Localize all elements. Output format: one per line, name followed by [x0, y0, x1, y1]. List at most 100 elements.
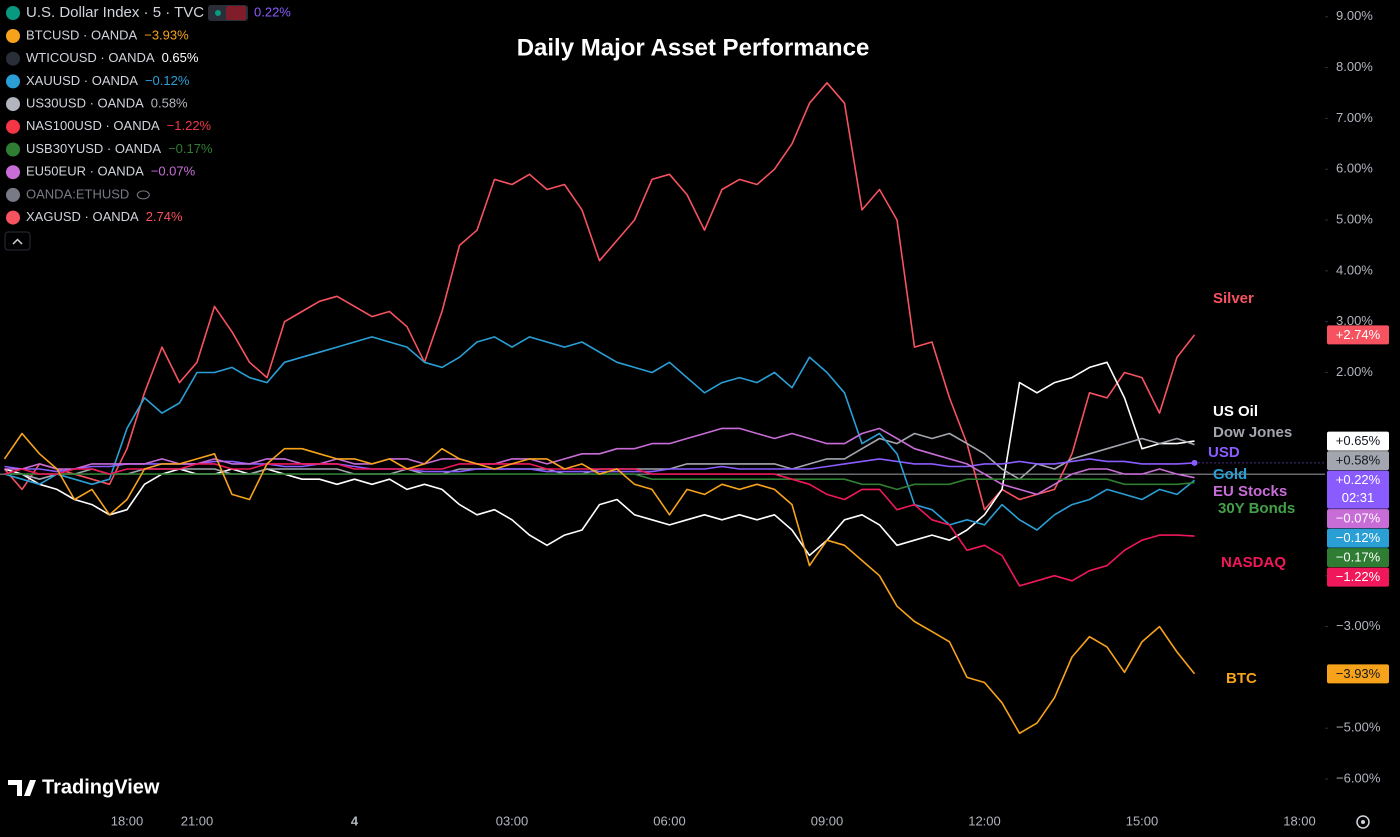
gear-icon[interactable]	[1356, 815, 1370, 829]
x-tick-label: 21:00	[181, 813, 214, 828]
price-tag	[1327, 567, 1389, 587]
legend-value: −0.12%	[145, 73, 190, 88]
legend-toggle[interactable]	[4, 231, 31, 251]
legend-value: −0.17%	[168, 141, 213, 156]
legend-symbol: US30USD · OANDA	[26, 96, 144, 111]
x-tick-label: 18:00	[111, 813, 144, 828]
x-tick-label: 15:00	[1126, 813, 1159, 828]
header-symbol: U.S. Dollar Index · 5 · TVC	[26, 4, 204, 21]
legend-symbol: NAS100USD · OANDA	[26, 118, 160, 133]
series-name: EU Stocks	[1213, 483, 1287, 500]
legend-icon	[6, 210, 20, 225]
legend-value: −3.93%	[144, 27, 189, 42]
y-tick-label: −3.00%	[1336, 618, 1381, 633]
chevron-icon	[12, 238, 23, 245]
legend-value: 0.58%	[151, 96, 188, 111]
price-tag-label: −3.93%	[1336, 666, 1381, 681]
x-tick-label: 18:00	[1283, 813, 1316, 828]
symbol-legend: U.S. Dollar Index · 5 · TVC 0.22% BTCUSD ·…	[6, 4, 291, 225]
legend-icon	[6, 51, 20, 66]
price-tag-label: −0.17%	[1336, 550, 1381, 565]
y-tick-label: 4.00%	[1336, 262, 1373, 277]
status-dot	[215, 10, 221, 16]
series-name: Silver	[1213, 290, 1254, 307]
legend-symbol: OANDA:ETHUSD	[26, 186, 129, 201]
last-point	[1191, 459, 1198, 466]
x-tick-label: 06:00	[653, 813, 686, 828]
watermark-logo: TradingView	[8, 776, 160, 798]
series-name: NASDAQ	[1221, 554, 1286, 571]
legend-value: −0.07%	[151, 164, 196, 179]
legend-value: 2.74%	[146, 209, 183, 224]
price-tag-label: −1.22%	[1336, 569, 1381, 584]
legend-value: −1.22%	[167, 118, 212, 133]
series-name: USD	[1208, 444, 1240, 461]
legend-symbol: XAGUSD · OANDA	[26, 209, 139, 224]
legend-icon	[6, 187, 20, 202]
gear-center	[1361, 820, 1365, 824]
price-tag	[1327, 548, 1389, 568]
price-tag-label: +0.65%	[1336, 433, 1381, 448]
price-tag	[1327, 664, 1389, 684]
series-line	[4, 458, 1195, 473]
y-tick-label: 6.00%	[1336, 161, 1373, 176]
legend-value: 0.65%	[162, 50, 199, 65]
legend-icon	[6, 29, 20, 43]
price-tag	[1327, 509, 1389, 529]
price-tag	[1327, 431, 1389, 451]
series-line	[3, 82, 1196, 511]
hidden-icon	[136, 190, 150, 200]
legend-symbol: USB30YUSD · OANDA	[26, 141, 161, 156]
series-name: US Oil	[1213, 403, 1258, 420]
watermark: TradingView	[42, 776, 160, 798]
legend-icon	[6, 119, 20, 134]
series-name: BTC	[1226, 670, 1257, 687]
y-tick-label: −5.00%	[1336, 720, 1381, 735]
series-name: Dow Jones	[1213, 424, 1292, 441]
legend-icon	[6, 97, 20, 112]
y-tick-label: −6.00%	[1336, 770, 1381, 785]
series-line	[4, 336, 1196, 531]
x-tick-label: 4	[351, 813, 359, 828]
chart-title: Daily Major Asset Performance	[517, 34, 870, 61]
price-tag	[1327, 528, 1389, 548]
legend-icon	[6, 74, 20, 89]
toggle-button[interactable]	[4, 231, 31, 251]
series-line	[4, 427, 1195, 496]
price-tag-label: +0.22%	[1336, 472, 1381, 487]
price-tag	[1327, 470, 1389, 509]
series-name: Gold	[1213, 466, 1247, 483]
x-tick-label: 12:00	[968, 813, 1001, 828]
legend-icon	[6, 142, 20, 157]
countdown: 02:31	[1342, 490, 1375, 505]
y-tick-label: 7.00%	[1336, 110, 1373, 125]
y-tick-label: 9.00%	[1336, 8, 1373, 23]
price-tag-label: −0.07%	[1336, 511, 1381, 526]
price-tag	[1327, 325, 1389, 345]
y-tick-label: 8.00%	[1336, 59, 1373, 74]
x-tick-label: 09:00	[811, 813, 844, 828]
status-badge-alert	[226, 6, 246, 20]
y-tick-label: 5.00%	[1336, 211, 1373, 226]
price-tag-label: +0.58%	[1336, 453, 1381, 468]
series-name: 30Y Bonds	[1218, 500, 1295, 517]
series-line	[3, 432, 1196, 735]
legend-symbol: EU50EUR · OANDA	[26, 164, 144, 179]
price-tag-label: −0.12%	[1336, 530, 1381, 545]
legend-symbol: XAUUSD · OANDA	[26, 73, 138, 88]
x-tick-label: 03:00	[496, 813, 529, 828]
y-tick-label: 2.00%	[1336, 364, 1373, 379]
y-tick-label: 3.00%	[1336, 313, 1373, 328]
price-tag-label: +2.74%	[1336, 327, 1381, 342]
header-value: 0.22%	[254, 4, 291, 19]
symbol-icon	[6, 6, 20, 20]
legend-icon	[6, 165, 20, 180]
price-tag	[1327, 451, 1389, 471]
legend-symbol: WTICOUSD · OANDA	[26, 50, 155, 65]
series-line	[4, 463, 1195, 587]
settings-button[interactable]	[1356, 815, 1370, 829]
logo-mark	[8, 780, 36, 796]
